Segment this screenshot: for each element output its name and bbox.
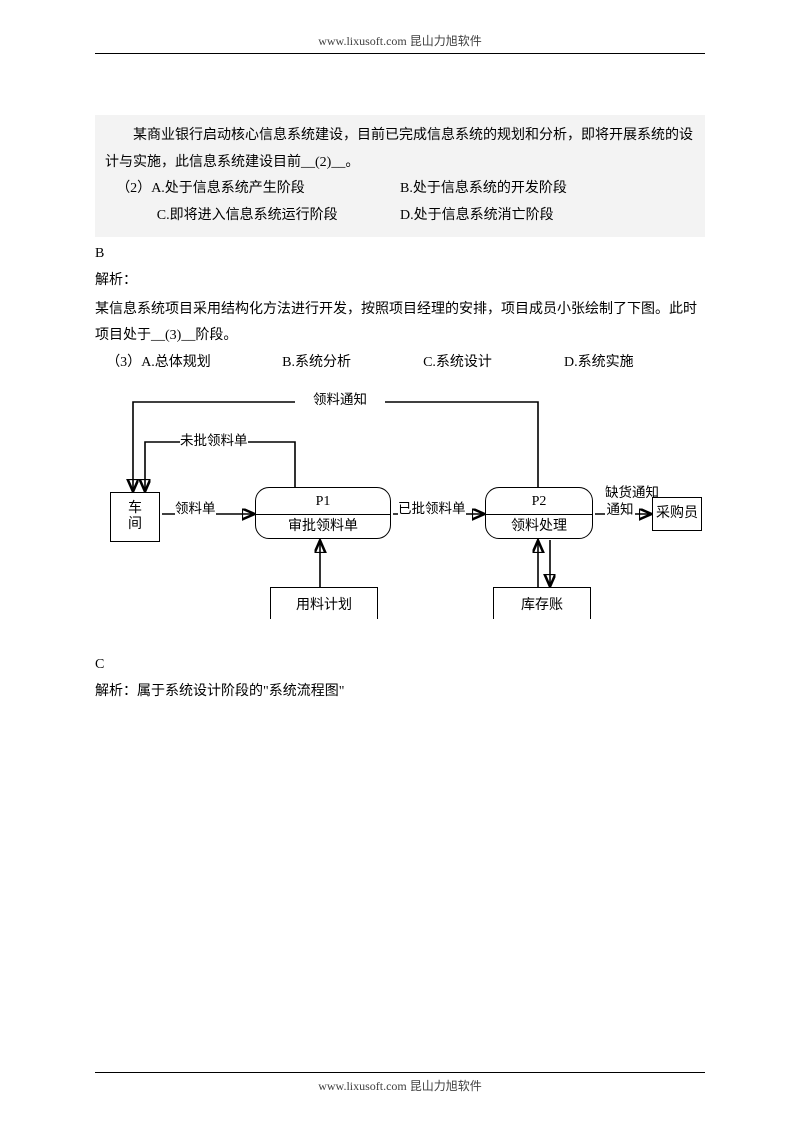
question-3-option-d: D.系统实施 (564, 350, 705, 377)
label-shortage: 缺货通知 通知 (605, 485, 635, 517)
label-top-feedback: 领料通知 (295, 388, 385, 408)
question-2-explain-label: 解析： (95, 268, 705, 295)
question-2-option-d: D.处于信息系统消亡阶段 (400, 203, 695, 230)
question-2-answer: B (95, 241, 705, 268)
question-2-options-row-2: C.即将进入信息系统运行阶段 D.处于信息系统消亡阶段 (105, 203, 695, 230)
question-2-option-c: C.即将进入信息系统运行阶段 (105, 203, 400, 230)
node-p2-title: P2 (486, 492, 592, 515)
question-2-box: 某商业银行启动核心信息系统建设，目前已完成信息系统的规划和分析，即将开展系统的设… (95, 115, 705, 237)
node-p1-title: P1 (256, 492, 390, 515)
question-2-option-a: （2）A.处于信息系统产生阶段 (105, 176, 400, 203)
label-approved: 已批领料单 (398, 497, 466, 517)
label-reject: 未批领料单 (180, 429, 248, 449)
node-p2: P2 领料处理 (485, 487, 593, 539)
question-2-text: 某商业银行启动核心信息系统建设，目前已完成信息系统的规划和分析，即将开展系统的设… (105, 123, 695, 176)
node-p1-desc: 审批领料单 (288, 519, 358, 534)
question-3-answer-block: C 解析：属于系统设计阶段的"系统流程图" (95, 652, 705, 705)
node-workshop: 车间 (110, 492, 160, 542)
question-2-answer-block: B 解析： (95, 241, 705, 294)
question-3-label: （3） (106, 350, 141, 377)
label-request: 领料单 (175, 497, 216, 517)
question-3-option-b: B.系统分析 (282, 350, 423, 377)
node-p2-desc: 领料处理 (511, 519, 567, 534)
node-plan: 用料计划 (270, 587, 378, 619)
question-3-options: （3） A.总体规划 B.系统分析 C.系统设计 D.系统实施 (95, 350, 705, 377)
question-2-options-row-1: （2）A.处于信息系统产生阶段 B.处于信息系统的开发阶段 (105, 176, 695, 203)
page-content: 某商业银行启动核心信息系统建设，目前已完成信息系统的规划和分析，即将开展系统的设… (95, 0, 705, 706)
page-header: www.lixusoft.com 昆山力旭软件 (95, 32, 705, 54)
page-footer: www.lixusoft.com 昆山力旭软件 (95, 1072, 705, 1094)
node-p1: P1 审批领料单 (255, 487, 391, 539)
question-3-option-a: A.总体规划 (141, 350, 282, 377)
node-stock: 库存账 (493, 587, 591, 619)
node-buyer: 采购员 (652, 497, 702, 531)
question-3-answer: C (95, 652, 705, 679)
question-2-option-b: B.处于信息系统的开发阶段 (400, 176, 695, 203)
question-3-explain: 解析：属于系统设计阶段的"系统流程图" (95, 679, 705, 706)
question-3-text: 某信息系统项目采用结构化方法进行开发，按照项目经理的安排，项目成员小张绘制了下图… (95, 297, 705, 350)
flow-diagram: 领料通知 未批领料单 领料单 已批领料单 缺货通知 通知 车间 P1 审批领料单… (95, 382, 703, 642)
question-3-option-c: C.系统设计 (423, 350, 564, 377)
